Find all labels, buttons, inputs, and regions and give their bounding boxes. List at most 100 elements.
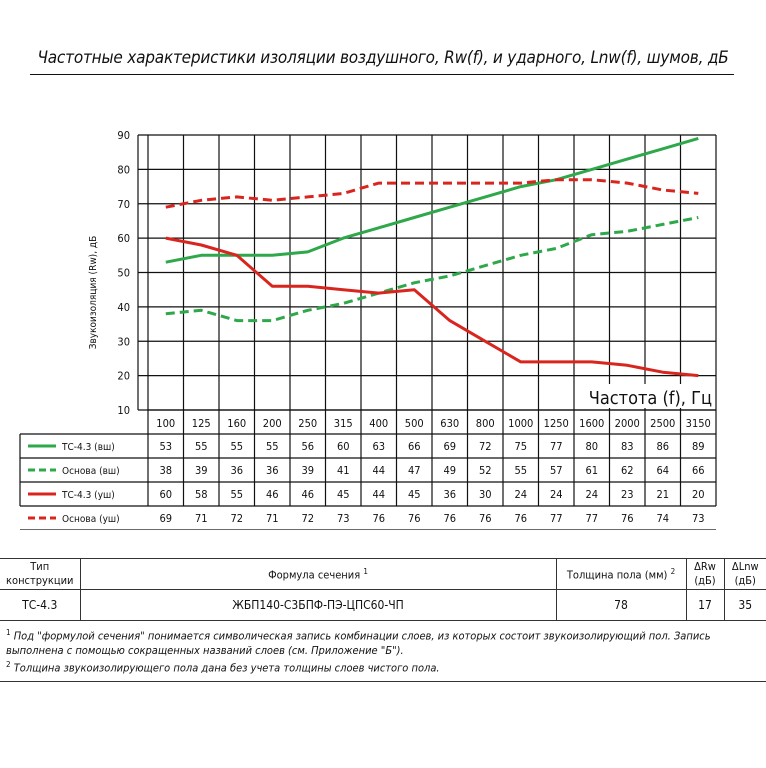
data-label: 76 — [514, 512, 527, 525]
legend-label: Основа (вш) — [62, 466, 120, 477]
y-tick-label: 90 — [117, 129, 130, 142]
x-tick-label: 1250 — [544, 417, 569, 430]
y-tick-label: 40 — [117, 301, 130, 314]
data-label: 77 — [550, 440, 563, 453]
data-label: 39 — [301, 464, 314, 477]
data-label: 71 — [195, 512, 208, 525]
legend-label: Основа (уш) — [62, 514, 120, 525]
data-label: 76 — [621, 512, 634, 525]
data-label: 69 — [443, 440, 456, 453]
data-label: 62 — [621, 464, 634, 477]
data-label: 30 — [479, 488, 492, 501]
x-tick-label: 125 — [192, 417, 211, 430]
data-label: 71 — [266, 512, 279, 525]
series-line — [165, 136, 699, 264]
cell-drw: 17 — [685, 589, 725, 621]
legend-label: ТС-4.3 (вш) — [61, 442, 115, 453]
data-label: 41 — [337, 464, 350, 477]
table-row: ТС-4.3 ЖБП140-С3БПФ-ПЭ-ЦПС60-ЧП 78 17 35 — [0, 589, 766, 621]
data-label: 36 — [443, 488, 456, 501]
header-formula: Формула сечения 1 — [79, 558, 557, 590]
x-tick-label: 250 — [298, 417, 317, 430]
footnote-1: 1 Под "формулой сечения" понимается симв… — [6, 628, 711, 657]
data-label: 56 — [301, 440, 314, 453]
x-tick-label: 315 — [334, 417, 353, 430]
legend-label: ТС-4.3 (уш) — [61, 490, 115, 501]
x-tick-label: 2500 — [650, 417, 675, 430]
data-label: 24 — [550, 488, 563, 501]
data-label: 77 — [585, 512, 598, 525]
series-line — [165, 216, 699, 323]
data-label: 80 — [585, 440, 598, 453]
y-tick-label: 60 — [117, 232, 130, 245]
data-label: 55 — [230, 488, 243, 501]
data-label: 20 — [692, 488, 705, 501]
header-dlnw: ΔLnw (дБ) — [723, 558, 766, 590]
data-label: 24 — [514, 488, 527, 501]
data-label: 44 — [372, 488, 385, 501]
x-label-bg — [587, 384, 712, 408]
data-label: 55 — [266, 440, 279, 453]
frequency-chart: 10 20 30 40 50 60 70 80 90 Звукоизоляция (Rw), дБ… — [19, 129, 717, 530]
x-tick-label: 160 — [227, 417, 246, 430]
notes-row: 1 Под "формулой сечения" понимается симв… — [0, 619, 766, 683]
header-thickness: Толщина пола (мм) 2 — [555, 558, 687, 590]
data-label: 36 — [266, 464, 279, 477]
data-label: 46 — [266, 488, 279, 501]
data-label: 73 — [337, 512, 350, 525]
x-tick-label: 100 — [156, 417, 175, 430]
title-underline — [30, 74, 734, 75]
data-label: 76 — [443, 512, 456, 525]
data-label: 72 — [230, 512, 243, 525]
data-label: 55 — [514, 464, 527, 477]
cell-type: ТС-4.3 — [0, 589, 81, 621]
page-title: Частотные характеристики изоляции воздуш… — [37, 48, 729, 68]
data-label: 66 — [692, 464, 705, 477]
data-label: 36 — [230, 464, 243, 477]
data-label: 46 — [301, 488, 314, 501]
data-label: 57 — [550, 464, 563, 477]
x-tick-label: 1600 — [579, 417, 604, 430]
data-label: 69 — [159, 512, 172, 525]
header-type: Тип конструкции — [0, 558, 81, 590]
y-tick-label: 50 — [117, 267, 130, 280]
y-tick-label: 70 — [117, 198, 130, 211]
x-tick-label: 2000 — [615, 417, 640, 430]
data-label: 45 — [408, 488, 421, 501]
data-label: 89 — [692, 440, 705, 453]
data-label: 72 — [479, 440, 492, 453]
data-label: 74 — [656, 512, 669, 525]
data-label: 60 — [159, 488, 172, 501]
data-label: 44 — [372, 464, 385, 477]
y-tick-label: 10 — [117, 404, 130, 417]
data-label: 75 — [514, 440, 527, 453]
cell-thickness: 78 — [555, 589, 687, 621]
spec-table: Тип конструкции Формула сечения 1 Толщин… — [0, 558, 766, 683]
data-label: 73 — [692, 512, 705, 525]
data-label: 61 — [585, 464, 598, 477]
y-tick-label: 80 — [117, 163, 130, 176]
x-tick-label: 500 — [405, 417, 424, 430]
y-axis-label: Звукоизоляция (Rw), дБ — [88, 236, 99, 350]
data-label: 66 — [408, 440, 421, 453]
data-label: 55 — [230, 440, 243, 453]
data-label: 76 — [372, 512, 385, 525]
x-tick-label: 1000 — [508, 417, 533, 430]
data-label: 24 — [585, 488, 598, 501]
data-label: 86 — [656, 440, 669, 453]
x-tick-label: 200 — [263, 417, 282, 430]
x-axis-label: Частота (f), Гц — [589, 388, 712, 409]
data-label: 39 — [195, 464, 208, 477]
data-label: 64 — [656, 464, 669, 477]
data-label: 55 — [195, 440, 208, 453]
y-tick-label: 20 — [117, 370, 130, 383]
data-label: 38 — [159, 464, 172, 477]
data-label: 45 — [337, 488, 350, 501]
data-label: 23 — [621, 488, 634, 501]
data-label: 77 — [550, 512, 563, 525]
x-tick-label: 800 — [476, 417, 495, 430]
x-tick-label: 400 — [369, 417, 388, 430]
data-label: 53 — [159, 440, 172, 453]
data-label: 49 — [443, 464, 456, 477]
y-tick-label: 30 — [117, 335, 130, 348]
